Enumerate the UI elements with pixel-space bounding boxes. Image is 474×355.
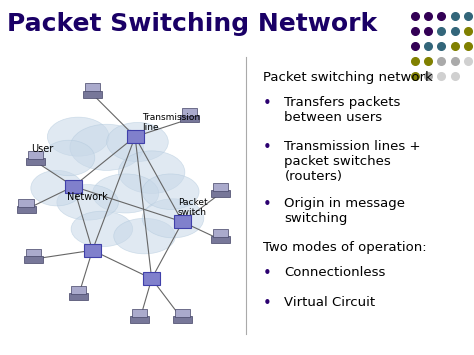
FancyBboxPatch shape — [127, 130, 144, 143]
Ellipse shape — [71, 211, 133, 247]
FancyBboxPatch shape — [69, 293, 88, 300]
FancyBboxPatch shape — [84, 244, 101, 257]
Text: Origin in message
switching: Origin in message switching — [284, 197, 405, 225]
Text: Connectionless: Connectionless — [284, 266, 386, 279]
Text: •: • — [263, 197, 272, 212]
FancyBboxPatch shape — [213, 183, 228, 191]
FancyBboxPatch shape — [85, 83, 100, 91]
FancyBboxPatch shape — [211, 190, 230, 197]
Text: User: User — [31, 144, 53, 154]
Text: •: • — [263, 96, 272, 111]
Ellipse shape — [31, 170, 83, 206]
FancyBboxPatch shape — [18, 199, 34, 207]
FancyBboxPatch shape — [175, 309, 190, 317]
FancyBboxPatch shape — [213, 229, 228, 237]
Ellipse shape — [118, 151, 185, 193]
FancyBboxPatch shape — [83, 91, 102, 98]
FancyBboxPatch shape — [65, 180, 82, 193]
FancyBboxPatch shape — [182, 108, 197, 116]
FancyBboxPatch shape — [143, 272, 160, 285]
Text: •: • — [263, 266, 272, 281]
Ellipse shape — [70, 124, 143, 170]
Ellipse shape — [57, 185, 118, 220]
FancyBboxPatch shape — [132, 309, 147, 317]
Ellipse shape — [47, 117, 109, 156]
Text: Network: Network — [67, 192, 108, 202]
FancyBboxPatch shape — [26, 248, 41, 256]
FancyBboxPatch shape — [71, 286, 86, 294]
FancyBboxPatch shape — [28, 151, 43, 159]
FancyBboxPatch shape — [24, 256, 43, 263]
Text: Two modes of operation:: Two modes of operation: — [263, 241, 427, 254]
FancyBboxPatch shape — [130, 316, 149, 323]
FancyBboxPatch shape — [180, 115, 199, 122]
Ellipse shape — [107, 122, 168, 162]
Text: Packet
switch: Packet switch — [178, 198, 207, 217]
Text: Transmission lines +
packet switches
(routers): Transmission lines + packet switches (ro… — [284, 140, 421, 183]
FancyBboxPatch shape — [174, 215, 191, 228]
FancyBboxPatch shape — [17, 206, 36, 213]
Text: Virtual Circuit: Virtual Circuit — [284, 296, 375, 309]
Text: Packet Switching Network: Packet Switching Network — [7, 12, 377, 37]
FancyBboxPatch shape — [26, 158, 45, 165]
Ellipse shape — [43, 140, 95, 176]
FancyBboxPatch shape — [211, 236, 230, 243]
Text: •: • — [263, 140, 272, 155]
Ellipse shape — [142, 199, 204, 238]
Text: Transfers packets
between users: Transfers packets between users — [284, 96, 401, 124]
Ellipse shape — [92, 174, 159, 213]
Ellipse shape — [114, 218, 175, 254]
FancyBboxPatch shape — [173, 316, 192, 323]
Ellipse shape — [142, 174, 199, 209]
Text: •: • — [263, 296, 272, 311]
Text: Packet switching network: Packet switching network — [263, 71, 433, 84]
Text: Transmission
line: Transmission line — [142, 113, 201, 132]
